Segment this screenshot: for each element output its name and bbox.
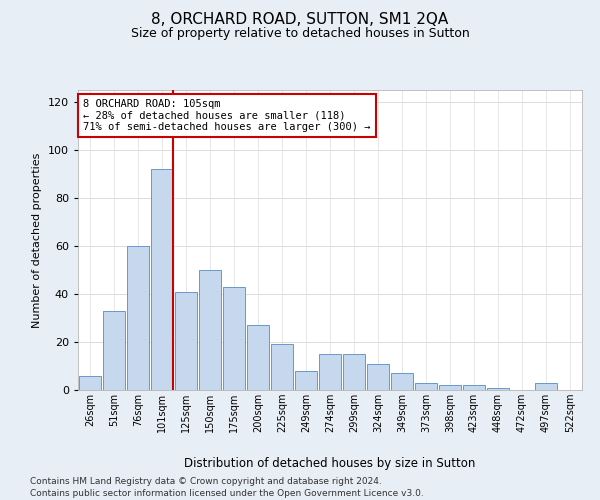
Bar (199, 270, 221, 390)
Bar (319, 354, 341, 390)
Bar (367, 364, 389, 390)
Bar (79, 376, 101, 390)
Bar (295, 371, 317, 390)
Bar (535, 383, 557, 390)
Bar (391, 373, 413, 390)
Bar (439, 385, 461, 390)
Bar (127, 246, 149, 390)
Text: Size of property relative to detached houses in Sutton: Size of property relative to detached ho… (131, 28, 469, 40)
Bar (247, 325, 269, 390)
Bar (463, 385, 485, 390)
Bar (175, 292, 197, 390)
Text: Contains HM Land Registry data © Crown copyright and database right 2024.: Contains HM Land Registry data © Crown c… (30, 478, 382, 486)
Bar (271, 344, 293, 390)
Text: 8, ORCHARD ROAD, SUTTON, SM1 2QA: 8, ORCHARD ROAD, SUTTON, SM1 2QA (151, 12, 449, 28)
Bar (487, 388, 509, 390)
Bar (343, 354, 365, 390)
Bar (103, 311, 125, 390)
Bar (223, 287, 245, 390)
Y-axis label: Number of detached properties: Number of detached properties (32, 152, 42, 328)
Text: Contains public sector information licensed under the Open Government Licence v3: Contains public sector information licen… (30, 489, 424, 498)
Text: 8 ORCHARD ROAD: 105sqm
← 28% of detached houses are smaller (118)
71% of semi-de: 8 ORCHARD ROAD: 105sqm ← 28% of detached… (83, 99, 371, 132)
Bar (151, 169, 173, 390)
Bar (415, 383, 437, 390)
Text: Distribution of detached houses by size in Sutton: Distribution of detached houses by size … (184, 458, 476, 470)
